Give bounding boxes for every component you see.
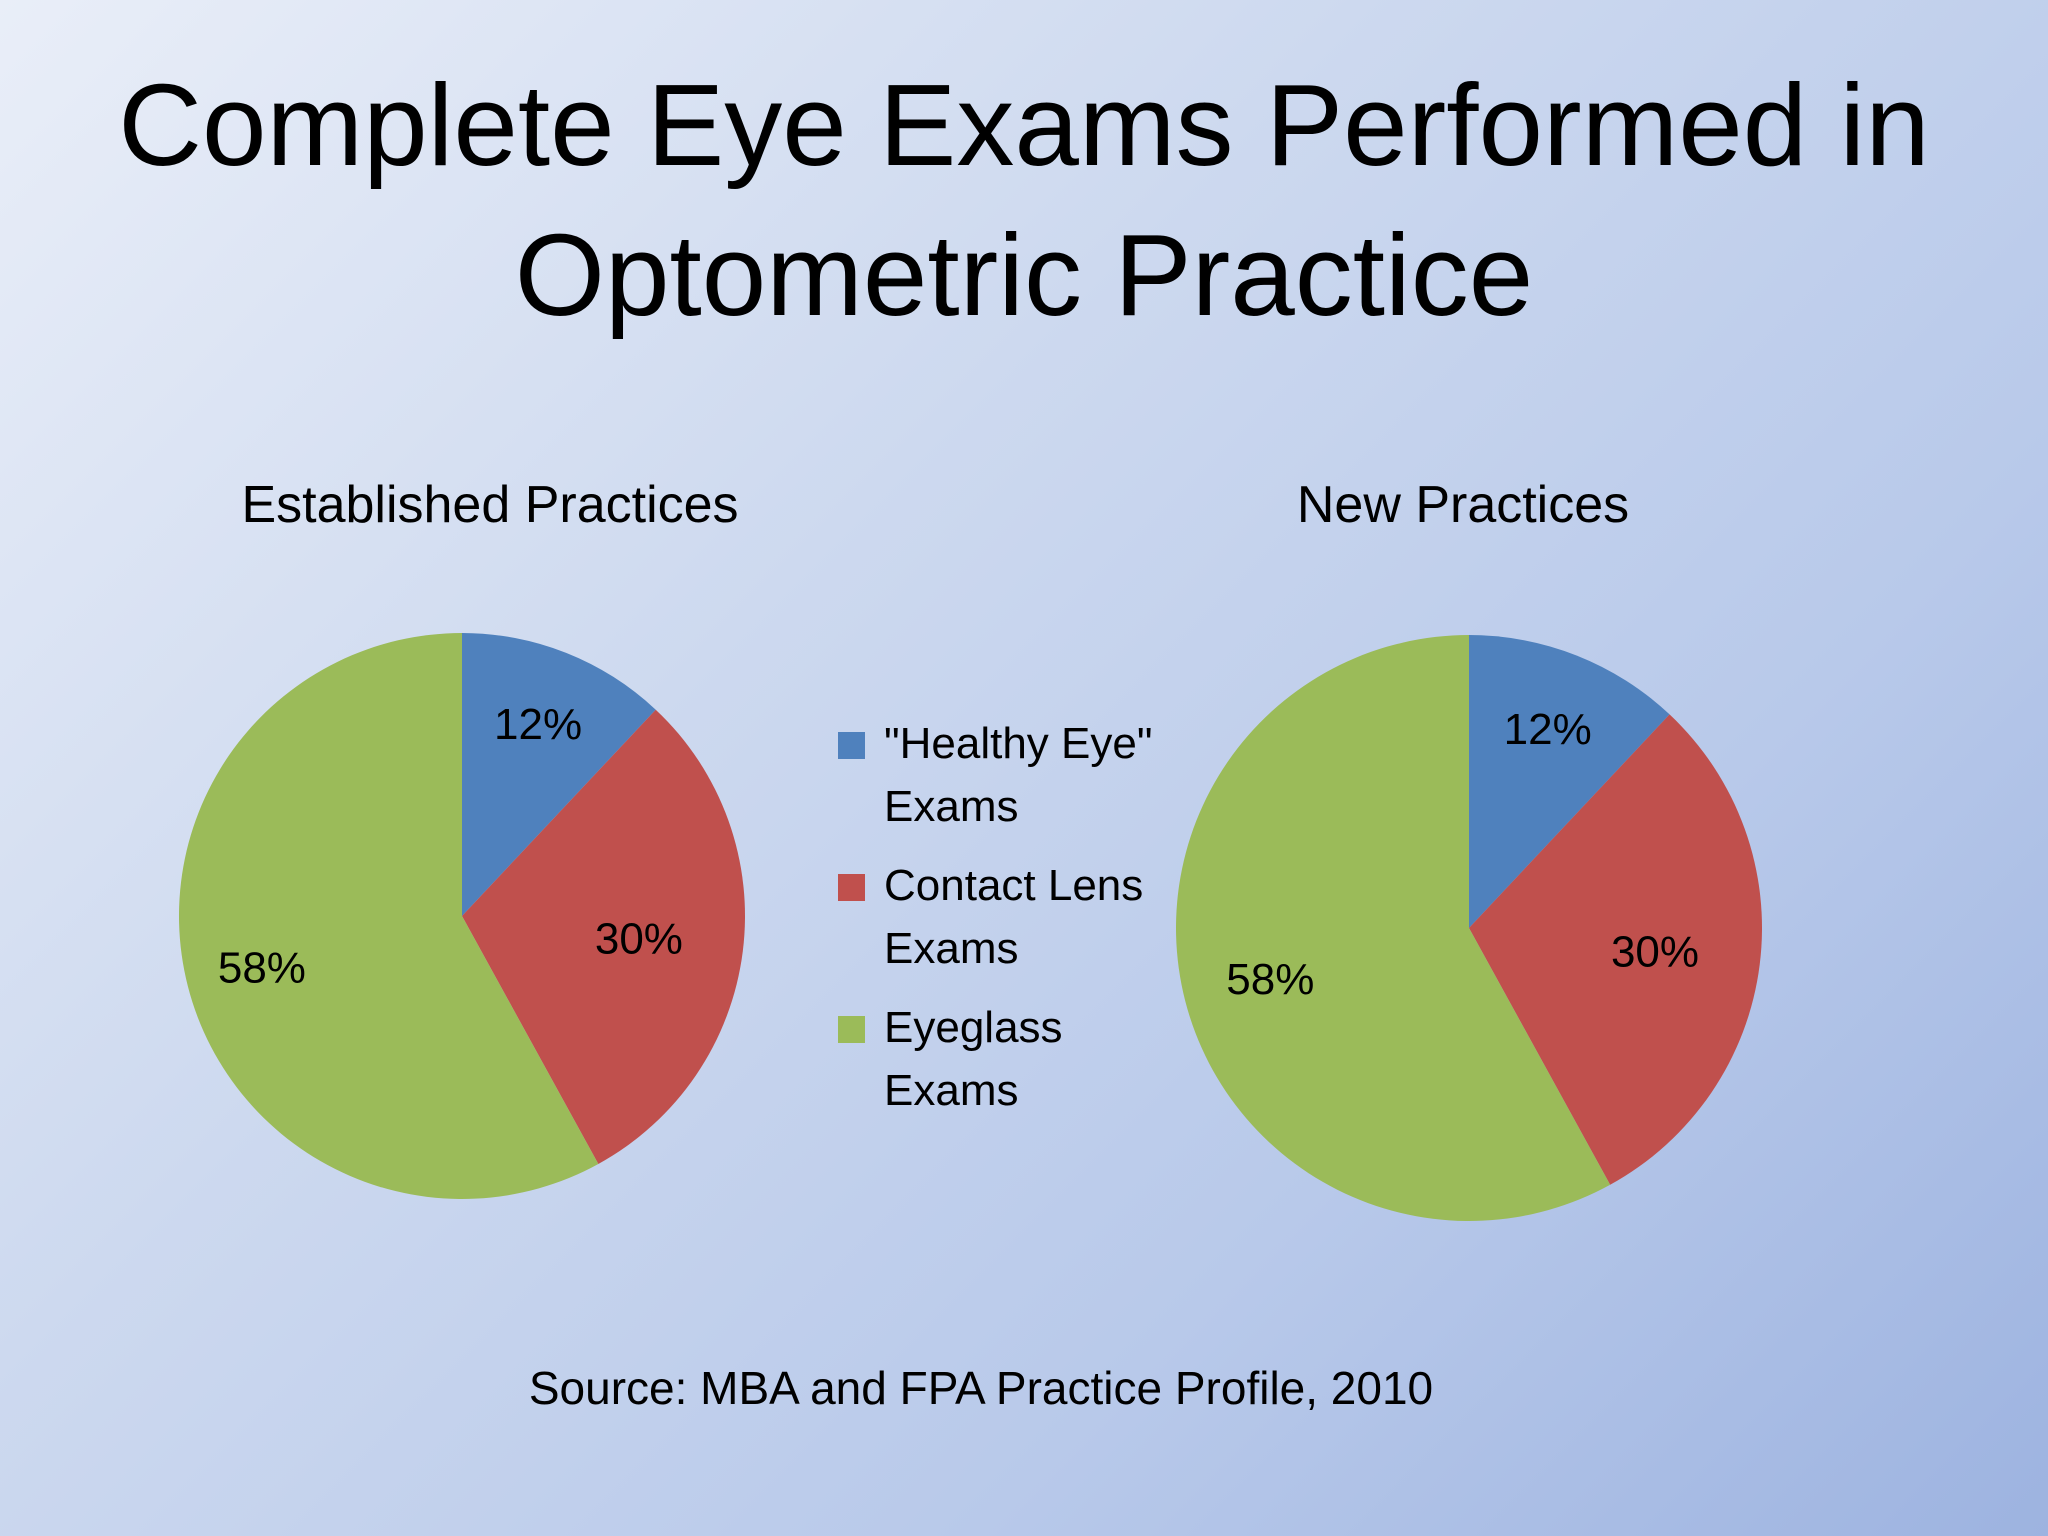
- pie-slice-established-eyeglass: [178, 632, 599, 1199]
- slide-title-line-1: Complete Eye Exams Performed in: [118, 60, 1930, 190]
- pie-slice-new-contact-lens: [1469, 714, 1763, 1185]
- legend-label-healthy-eye-line-2: Exams: [884, 782, 1019, 831]
- legend-label-eyeglass-line-2: Exams: [884, 1066, 1019, 1115]
- legend-label-healthy-eye: "Healthy Eye" Exams: [884, 712, 1198, 838]
- data-label-new-contact-lens: 30%: [1611, 928, 1699, 977]
- legend-item-contact-lens: Contact Lens Exams: [838, 854, 1198, 980]
- legend-label-contact-lens: Contact Lens Exams: [884, 854, 1198, 980]
- pie-slice-established-healthy-eye: [462, 633, 656, 916]
- pie-chart-established: Established Practices 12% 30% 58%: [178, 476, 746, 1199]
- legend-swatch-healthy-eye: [838, 732, 865, 759]
- pie-chart-new: New Practices 12% 30% 58%: [1176, 476, 1763, 1221]
- slide-title: Complete Eye Exams Performed in Optometr…: [0, 50, 2048, 350]
- slide-title-line-2: Optometric Practice: [514, 210, 1534, 340]
- data-label-new-healthy-eye: 12%: [1504, 705, 1592, 754]
- legend-label-healthy-eye-line-1: "Healthy Eye": [884, 719, 1153, 768]
- pie-slice-new-healthy-eye: [1469, 635, 1670, 928]
- data-label-new-eyeglass: 58%: [1226, 955, 1314, 1004]
- chart-title-new: New Practices: [1297, 476, 1629, 534]
- data-label-established-contact-lens: 30%: [595, 914, 683, 963]
- data-label-established-healthy-eye: 12%: [494, 700, 582, 749]
- legend-item-eyeglass: Eyeglass Exams: [838, 996, 1198, 1122]
- pie-slice-new-eyeglass: [1176, 634, 1611, 1221]
- chart-title-established: Established Practices: [241, 476, 738, 534]
- source-note: Source: MBA and FPA Practice Profile, 20…: [528, 1362, 1434, 1414]
- legend-item-healthy-eye: "Healthy Eye" Exams: [838, 712, 1198, 838]
- legend-label-eyeglass: Eyeglass Exams: [884, 996, 1198, 1122]
- chart-legend: "Healthy Eye" Exams Contact Lens Exams E…: [838, 712, 1198, 1138]
- legend-label-eyeglass-line-1: Eyeglass: [884, 1003, 1063, 1052]
- legend-swatch-eyeglass: [838, 1016, 865, 1043]
- legend-swatch-contact-lens: [838, 874, 865, 901]
- data-label-established-eyeglass: 58%: [218, 943, 306, 992]
- legend-label-contact-lens-line-1: Contact Lens: [884, 861, 1144, 910]
- legend-label-contact-lens-line-2: Exams: [884, 924, 1019, 973]
- pie-slice-established-contact-lens: [462, 709, 746, 1164]
